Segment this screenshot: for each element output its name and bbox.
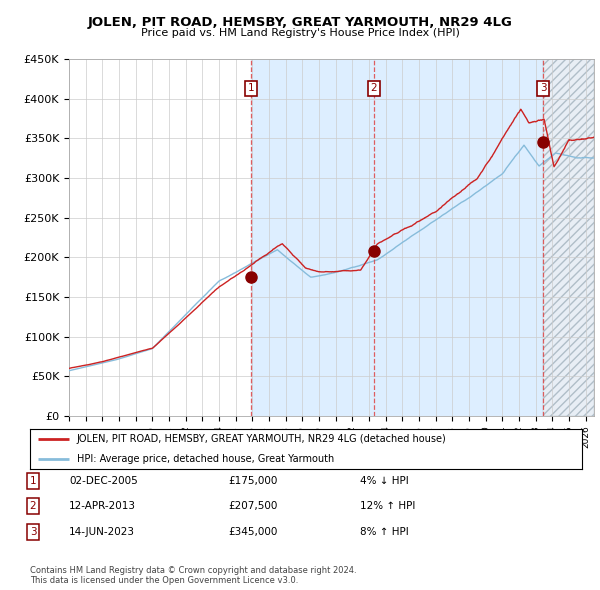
Text: £207,500: £207,500 — [228, 502, 277, 511]
Text: Price paid vs. HM Land Registry's House Price Index (HPI): Price paid vs. HM Land Registry's House … — [140, 28, 460, 38]
Text: HPI: Average price, detached house, Great Yarmouth: HPI: Average price, detached house, Grea… — [77, 454, 334, 464]
Bar — [543, 59, 594, 416]
Text: 3: 3 — [29, 527, 37, 536]
Text: 12% ↑ HPI: 12% ↑ HPI — [360, 502, 415, 511]
Text: 2: 2 — [370, 83, 377, 93]
Text: Contains HM Land Registry data © Crown copyright and database right 2024.
This d: Contains HM Land Registry data © Crown c… — [30, 566, 356, 585]
Text: 1: 1 — [248, 83, 254, 93]
Text: 3: 3 — [540, 83, 547, 93]
Text: 12-APR-2013: 12-APR-2013 — [69, 502, 136, 511]
Bar — [374, 59, 543, 416]
Bar — [251, 59, 374, 416]
Text: 14-JUN-2023: 14-JUN-2023 — [69, 527, 135, 536]
Text: £345,000: £345,000 — [228, 527, 277, 536]
Text: £175,000: £175,000 — [228, 476, 277, 486]
Text: JOLEN, PIT ROAD, HEMSBY, GREAT YARMOUTH, NR29 4LG: JOLEN, PIT ROAD, HEMSBY, GREAT YARMOUTH,… — [88, 16, 512, 29]
Text: 8% ↑ HPI: 8% ↑ HPI — [360, 527, 409, 536]
Text: 02-DEC-2005: 02-DEC-2005 — [69, 476, 138, 486]
Text: 2: 2 — [29, 502, 37, 511]
Text: 1: 1 — [29, 476, 37, 486]
Text: 4% ↓ HPI: 4% ↓ HPI — [360, 476, 409, 486]
Text: JOLEN, PIT ROAD, HEMSBY, GREAT YARMOUTH, NR29 4LG (detached house): JOLEN, PIT ROAD, HEMSBY, GREAT YARMOUTH,… — [77, 434, 446, 444]
